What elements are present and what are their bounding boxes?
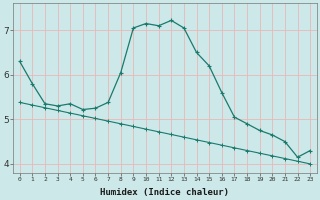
X-axis label: Humidex (Indice chaleur): Humidex (Indice chaleur) (100, 188, 229, 197)
